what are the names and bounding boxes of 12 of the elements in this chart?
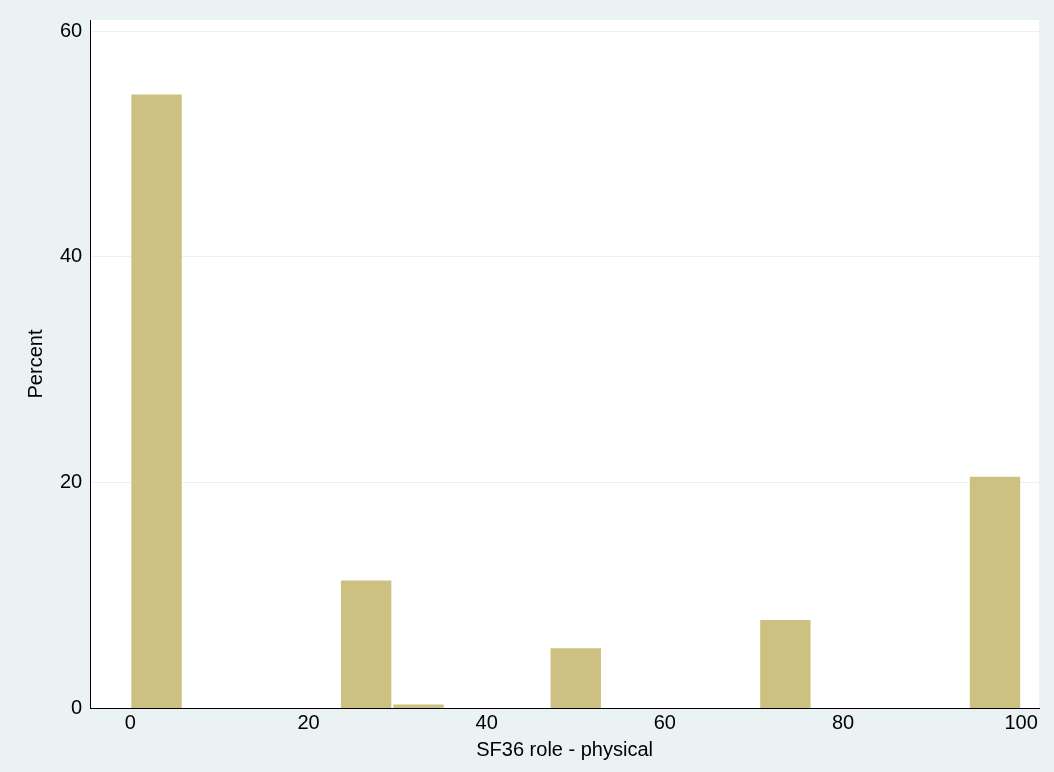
x-tick-label: 60 — [653, 710, 676, 733]
x-tick-label: 40 — [475, 710, 498, 733]
y-tick-label: 60 — [60, 18, 83, 41]
y-tick-label: 0 — [71, 695, 83, 718]
x-tick-label: 80 — [831, 710, 855, 733]
x-tick-label: 100 — [1004, 710, 1038, 733]
y-tick-label: 40 — [60, 244, 83, 267]
y-axis-title: Percent — [23, 329, 46, 399]
x-axis-title: SF36 role - physical — [476, 737, 653, 760]
y-tick-label: 20 — [60, 469, 83, 492]
x-tick-label: 20 — [297, 710, 320, 733]
x-tick-label: 0 — [124, 710, 136, 733]
